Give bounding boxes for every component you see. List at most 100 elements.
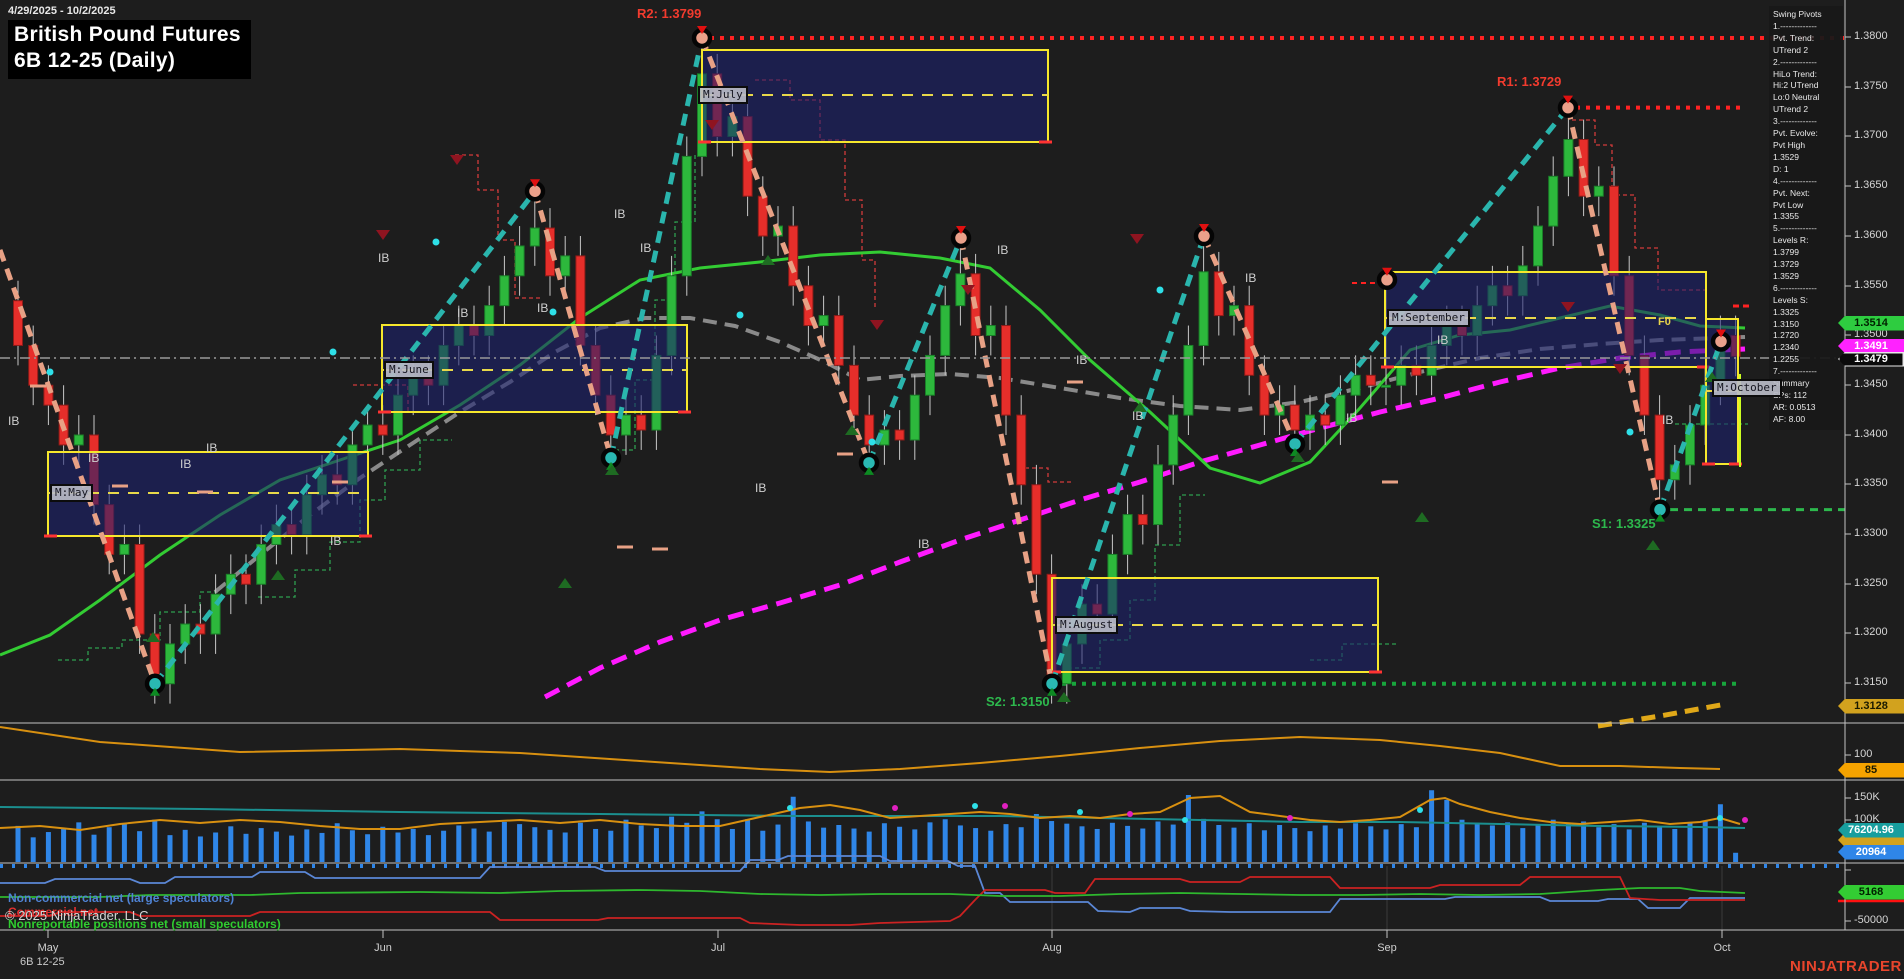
candle-body: [818, 315, 829, 327]
ib-label: IB: [614, 207, 625, 221]
candle-body: [1365, 374, 1376, 386]
candle-body: [180, 623, 191, 645]
volume-cyan-dot: [972, 803, 978, 809]
panel2-indicator-line: [0, 726, 1721, 774]
candle-body: [1350, 374, 1361, 396]
swing-pivots-panel-line: 4.-------------: [1773, 175, 1817, 186]
candle-body: [1137, 514, 1148, 526]
ib-label: IB: [640, 241, 651, 255]
candle-body: [499, 275, 510, 307]
up-triangle-signal: [1291, 452, 1305, 462]
swing-pivots-panel-line: Hi:2 UTrend: [1773, 80, 1819, 91]
swing-pivots-panel-line: AF: 8.00: [1773, 413, 1806, 424]
swing-zigzag: [866, 237, 964, 464]
swing-zigzag: [699, 37, 872, 464]
swing-zigzag: [608, 37, 705, 459]
candle-body: [894, 429, 905, 441]
candle-body: [1031, 484, 1042, 575]
month-range-box: [381, 324, 688, 413]
candle-body: [134, 543, 145, 635]
swing-pivots-panel-line: 1.-------------: [1773, 20, 1817, 31]
up-triangle-signal: [845, 425, 859, 435]
swing-pivots-panel-line: 5.-------------: [1773, 223, 1817, 234]
down-triangle-signal: [1130, 234, 1144, 244]
up-triangle-signal: [1415, 512, 1429, 522]
ib-label: IB: [1245, 271, 1256, 285]
candle-body: [1213, 271, 1224, 317]
swing-pivots-panel-line: Pvt. Trend:: [1773, 32, 1815, 43]
swing-zigzag: [0, 249, 158, 685]
down-triangle-signal: [1613, 364, 1627, 374]
up-triangle-signal: [1057, 692, 1071, 702]
swing-pivots-panel-line: Pvt High: [1773, 139, 1806, 150]
red-step-line: [1025, 467, 1072, 483]
swing-zigzag: [532, 190, 614, 459]
candle-body: [864, 414, 875, 446]
pivot-high-arrow: [1716, 329, 1726, 338]
cyan-dot-signal: [432, 238, 440, 246]
swing-pivots-panel-line: 1.2340: [1773, 342, 1799, 353]
candle-body: [1320, 414, 1331, 426]
swing-pivots-panel-line: HiLo Trend:: [1773, 68, 1817, 79]
candle-body: [985, 325, 996, 336]
candle-body: [1609, 185, 1619, 277]
pivot-low-arrow: [1047, 687, 1057, 696]
swing-pivots-panel-line: Levels R:: [1773, 235, 1809, 246]
ninjatrader-logo: NINJATRADER: [1790, 958, 1902, 975]
volume-magenta-dot: [1002, 803, 1008, 809]
swing-pivots-panel-line: 2.-------------: [1773, 56, 1817, 67]
pivot-high-arrow: [1563, 95, 1573, 104]
candle-body: [377, 424, 388, 436]
swing-pivots-panel-line: 1.3529: [1773, 151, 1799, 162]
cyan-dot-signal: [1156, 286, 1164, 294]
magenta-dashed-ma: [543, 346, 1746, 700]
candle-body: [636, 414, 647, 431]
down-triangle-signal: [450, 155, 464, 165]
volume-magenta-dot: [892, 805, 898, 811]
ib-label: IB: [1437, 333, 1448, 347]
swing-pivots-panel: Swing Pivots 1.------------- Pvt. Trend: UT…: [1769, 6, 1843, 430]
candle-body: [1122, 514, 1133, 555]
candle-body: [909, 394, 920, 441]
pivot-high-arrow: [697, 25, 707, 34]
cyan-dot-signal: [736, 311, 744, 319]
swing-pivots-panel-line: 1.3799: [1773, 247, 1799, 258]
candle-body: [73, 434, 84, 446]
swing-pivots-panel-line: UTrend 2: [1773, 104, 1809, 115]
swing-pivots-panel-line: Pvt Low: [1773, 199, 1804, 210]
ib-label: IB: [330, 534, 341, 548]
candle-body: [256, 543, 267, 585]
candle-body: [940, 305, 951, 356]
volume-magenta-dot: [1287, 815, 1293, 821]
swing-pivots-panel-line: 1.3729: [1773, 259, 1799, 270]
candle-body: [1533, 225, 1543, 267]
candle-body: [119, 543, 130, 555]
volume-cyan-dot: [1717, 815, 1723, 821]
swing-pivots-panel-line: 7.-------------: [1773, 366, 1817, 377]
cot-noncommercial-line: [0, 855, 1745, 913]
candle-body: [621, 414, 631, 436]
legend-commercial: Commercial net: [8, 905, 99, 919]
up-triangle-signal: [1646, 540, 1660, 550]
swing-pivots-panel-line: Pvt. Next:: [1773, 187, 1810, 198]
cyan-dot-signal: [46, 368, 54, 376]
up-triangle-signal: [605, 465, 619, 475]
pivot-low-arrow: [864, 466, 874, 475]
ib-label: IB: [457, 306, 468, 320]
swing-pivots-panel-line: 1.2720: [1773, 330, 1799, 341]
chart-title: British Pound Futures 6B 12-25 (Daily): [8, 20, 251, 79]
cot-nonreportable-line: [0, 887, 1746, 898]
swing-pivots-panel-line: Pvt. Evolve:: [1773, 128, 1818, 139]
red-step-line: [1572, 119, 1706, 291]
cyan-dot-signal: [549, 308, 557, 316]
down-triangle-signal: [705, 120, 719, 130]
up-triangle-signal: [1133, 402, 1147, 412]
candle-body: [560, 255, 571, 277]
volume-cyan-dot: [1182, 817, 1188, 823]
candle-body: [1016, 414, 1027, 486]
ib-label: IB: [8, 414, 19, 428]
candle-body: [1335, 394, 1346, 426]
candle-body: [1259, 374, 1270, 416]
ib-label: IB: [537, 301, 548, 315]
